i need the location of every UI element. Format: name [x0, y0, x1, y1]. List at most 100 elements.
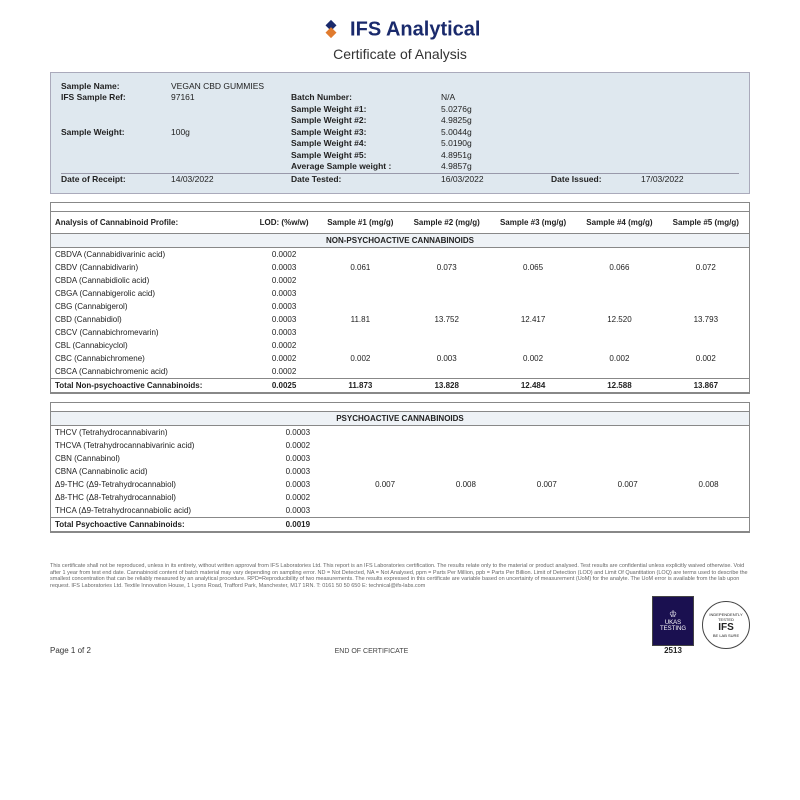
label: Batch Number: — [291, 92, 441, 103]
sample-val — [587, 452, 668, 465]
analyte-name: CBDV (Cannabidivarin) — [51, 261, 251, 274]
analyte-name: CBCV (Cannabichromevarin) — [51, 326, 251, 339]
header-logo: IFS Analytical — [50, 18, 750, 42]
analysis-table: Analysis of Cannabinoid Profile: LOD: (%… — [51, 211, 749, 393]
sample-val — [506, 491, 587, 504]
fine-print: This certificate shall not be reproduced… — [50, 563, 750, 589]
end-of-cert: END OF CERTIFICATE — [91, 648, 652, 655]
sample-val — [668, 426, 749, 440]
sample-val — [663, 287, 749, 300]
sample-val — [317, 339, 403, 352]
analyte-name: CBDVA (Cannabidivarinic acid) — [51, 248, 251, 262]
sample-val: 0.002 — [576, 352, 662, 365]
table-row: THCV (Tetrahydrocannabivarin) 0.0003 — [51, 426, 749, 440]
table-row: CBGA (Cannabigerolic acid) 0.0003 — [51, 287, 749, 300]
sample-val — [404, 326, 490, 339]
analyte-name: CBCA (Cannabichromenic acid) — [51, 365, 251, 379]
sample-val — [426, 439, 507, 452]
value: 17/03/2022 — [641, 174, 739, 185]
sample-val — [345, 439, 426, 452]
sample-val — [506, 518, 587, 532]
lod-val: 0.0003 — [251, 426, 345, 440]
sample-val — [345, 491, 426, 504]
label: Sample Name: — [61, 81, 171, 92]
col-s3: Sample #3 (mg/g) — [490, 212, 576, 234]
sample-val — [404, 248, 490, 262]
sample-val: 0.008 — [668, 478, 749, 491]
lod-val: 0.0002 — [251, 365, 317, 379]
table-row: CBL (Cannabicyclol) 0.0002 — [51, 339, 749, 352]
sample-val: 11.873 — [317, 379, 403, 393]
sample-val — [317, 326, 403, 339]
sample-val — [668, 439, 749, 452]
sample-val: 11.81 — [317, 313, 403, 326]
sample-val — [404, 274, 490, 287]
table-row: CBN (Cannabinol) 0.0003 — [51, 452, 749, 465]
value: N/A — [441, 92, 551, 103]
sample-val: 0.008 — [426, 478, 507, 491]
page-number: Page 1 of 2 — [50, 646, 91, 655]
sample-val — [587, 504, 668, 518]
sample-val — [426, 504, 507, 518]
accreditation-badges: ♔ UKAS TESTING 2513 INDEPENDENTLY TESTED… — [652, 596, 750, 655]
sample-val — [587, 518, 668, 532]
sample-val — [506, 452, 587, 465]
sample-val: 13.752 — [404, 313, 490, 326]
sample-val — [426, 426, 507, 440]
sample-val — [426, 465, 507, 478]
analyte-name: CBG (Cannabigerol) — [51, 300, 251, 313]
analyte-name: Total Psychoactive Cannabinoids: — [51, 518, 251, 532]
sample-val — [576, 339, 662, 352]
sample-val — [490, 248, 576, 262]
analyte-name: THCVA (Tetrahydrocannabivarinic acid) — [51, 439, 251, 452]
value: 97161 — [171, 92, 291, 103]
sample-val: 0.007 — [345, 478, 426, 491]
col-s1: Sample #1 (mg/g) — [317, 212, 403, 234]
sample-val — [317, 300, 403, 313]
lod-val: 0.0003 — [251, 452, 345, 465]
lod-val: 0.0003 — [251, 465, 345, 478]
sample-val — [587, 465, 668, 478]
sample-val — [587, 439, 668, 452]
sample-val — [426, 518, 507, 532]
lod-val: 0.0002 — [251, 352, 317, 365]
sample-val — [345, 518, 426, 532]
sample-val: 0.065 — [490, 261, 576, 274]
sample-val — [490, 339, 576, 352]
table-row: Total Psychoactive Cannabinoids: 0.0019 — [51, 518, 749, 532]
table-row: CBNA (Cannabinolic acid) 0.0003 — [51, 465, 749, 478]
ifs-badge: INDEPENDENTLY TESTED IFS BE LAB SURE — [702, 601, 750, 649]
sample-val — [506, 465, 587, 478]
sample-val — [668, 518, 749, 532]
sample-val — [426, 491, 507, 504]
table-row: CBDA (Cannabidiolic acid) 0.0002 — [51, 274, 749, 287]
sample-val: 0.073 — [404, 261, 490, 274]
sample-val: 0.072 — [663, 261, 749, 274]
ifs-bot: BE LAB SURE — [713, 633, 739, 638]
certificate-page: IFS Analytical Certificate of Analysis S… — [0, 0, 800, 665]
sample-val: 0.007 — [587, 478, 668, 491]
value: 5.0044g — [441, 127, 551, 138]
sample-val — [317, 248, 403, 262]
table-row: THCVA (Tetrahydrocannabivarinic acid) 0.… — [51, 439, 749, 452]
lod-val: 0.0002 — [251, 274, 317, 287]
label: Sample Weight #2: — [291, 115, 441, 126]
sample-val — [668, 491, 749, 504]
label: Sample Weight #1: — [291, 104, 441, 115]
value: 16/03/2022 — [441, 174, 551, 185]
label: Sample Weight #5: — [291, 150, 441, 161]
sample-val — [404, 339, 490, 352]
sample-val — [345, 504, 426, 518]
lod-val: 0.0002 — [251, 439, 345, 452]
sample-val — [663, 326, 749, 339]
table-row: Δ8-THC (Δ8-Tetrahydrocannabiol) 0.0002 — [51, 491, 749, 504]
lod-val: 0.0003 — [251, 504, 345, 518]
sample-val — [404, 300, 490, 313]
col-title: Analysis of Cannabinoid Profile: — [51, 212, 251, 234]
sample-info-box: Sample Name: VEGAN CBD GUMMIES IFS Sampl… — [50, 72, 750, 194]
value: VEGAN CBD GUMMIES — [171, 81, 291, 92]
sample-val: 0.002 — [663, 352, 749, 365]
sample-val — [663, 300, 749, 313]
sample-val — [345, 452, 426, 465]
table-row: CBG (Cannabigerol) 0.0003 — [51, 300, 749, 313]
